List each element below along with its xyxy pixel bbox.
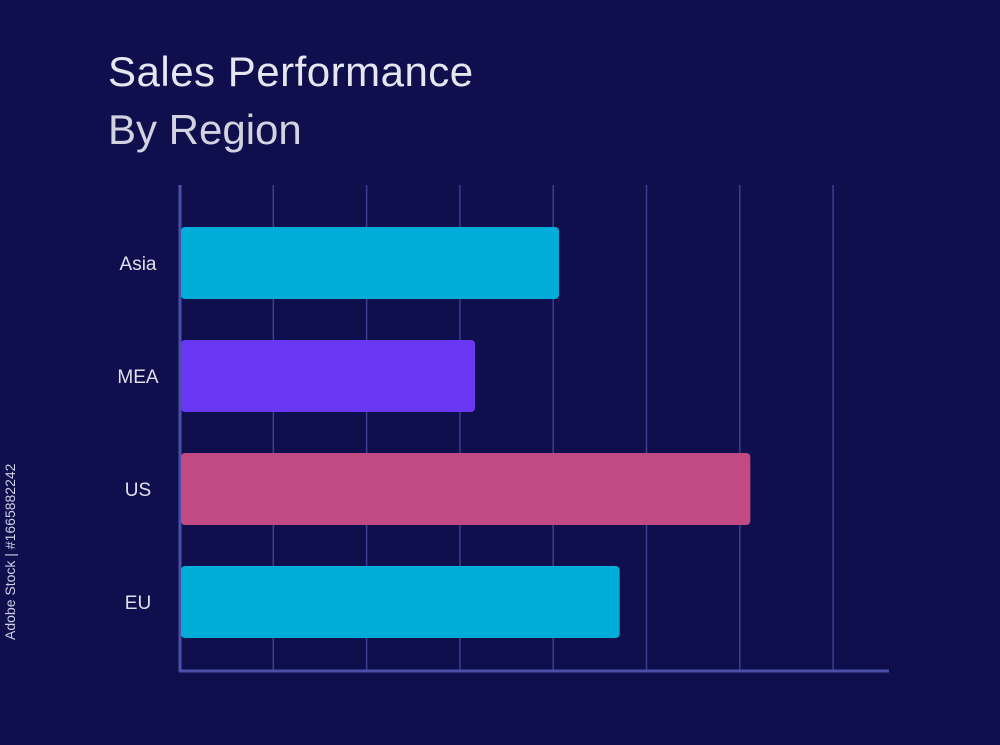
chart-title: Sales Performance [108, 48, 474, 95]
stock-watermark: Adobe Stock | #1665882242 [2, 463, 18, 640]
chart-subtitle: By Region [108, 106, 302, 153]
category-label-asia: Asia [120, 254, 157, 275]
bar-us [181, 453, 751, 525]
category-label-us: US [125, 480, 151, 501]
bar-mea [181, 340, 475, 412]
bar-eu [181, 566, 620, 638]
bar-asia [181, 227, 559, 299]
category-label-mea: MEA [117, 367, 159, 388]
category-label-eu: EU [125, 593, 151, 614]
